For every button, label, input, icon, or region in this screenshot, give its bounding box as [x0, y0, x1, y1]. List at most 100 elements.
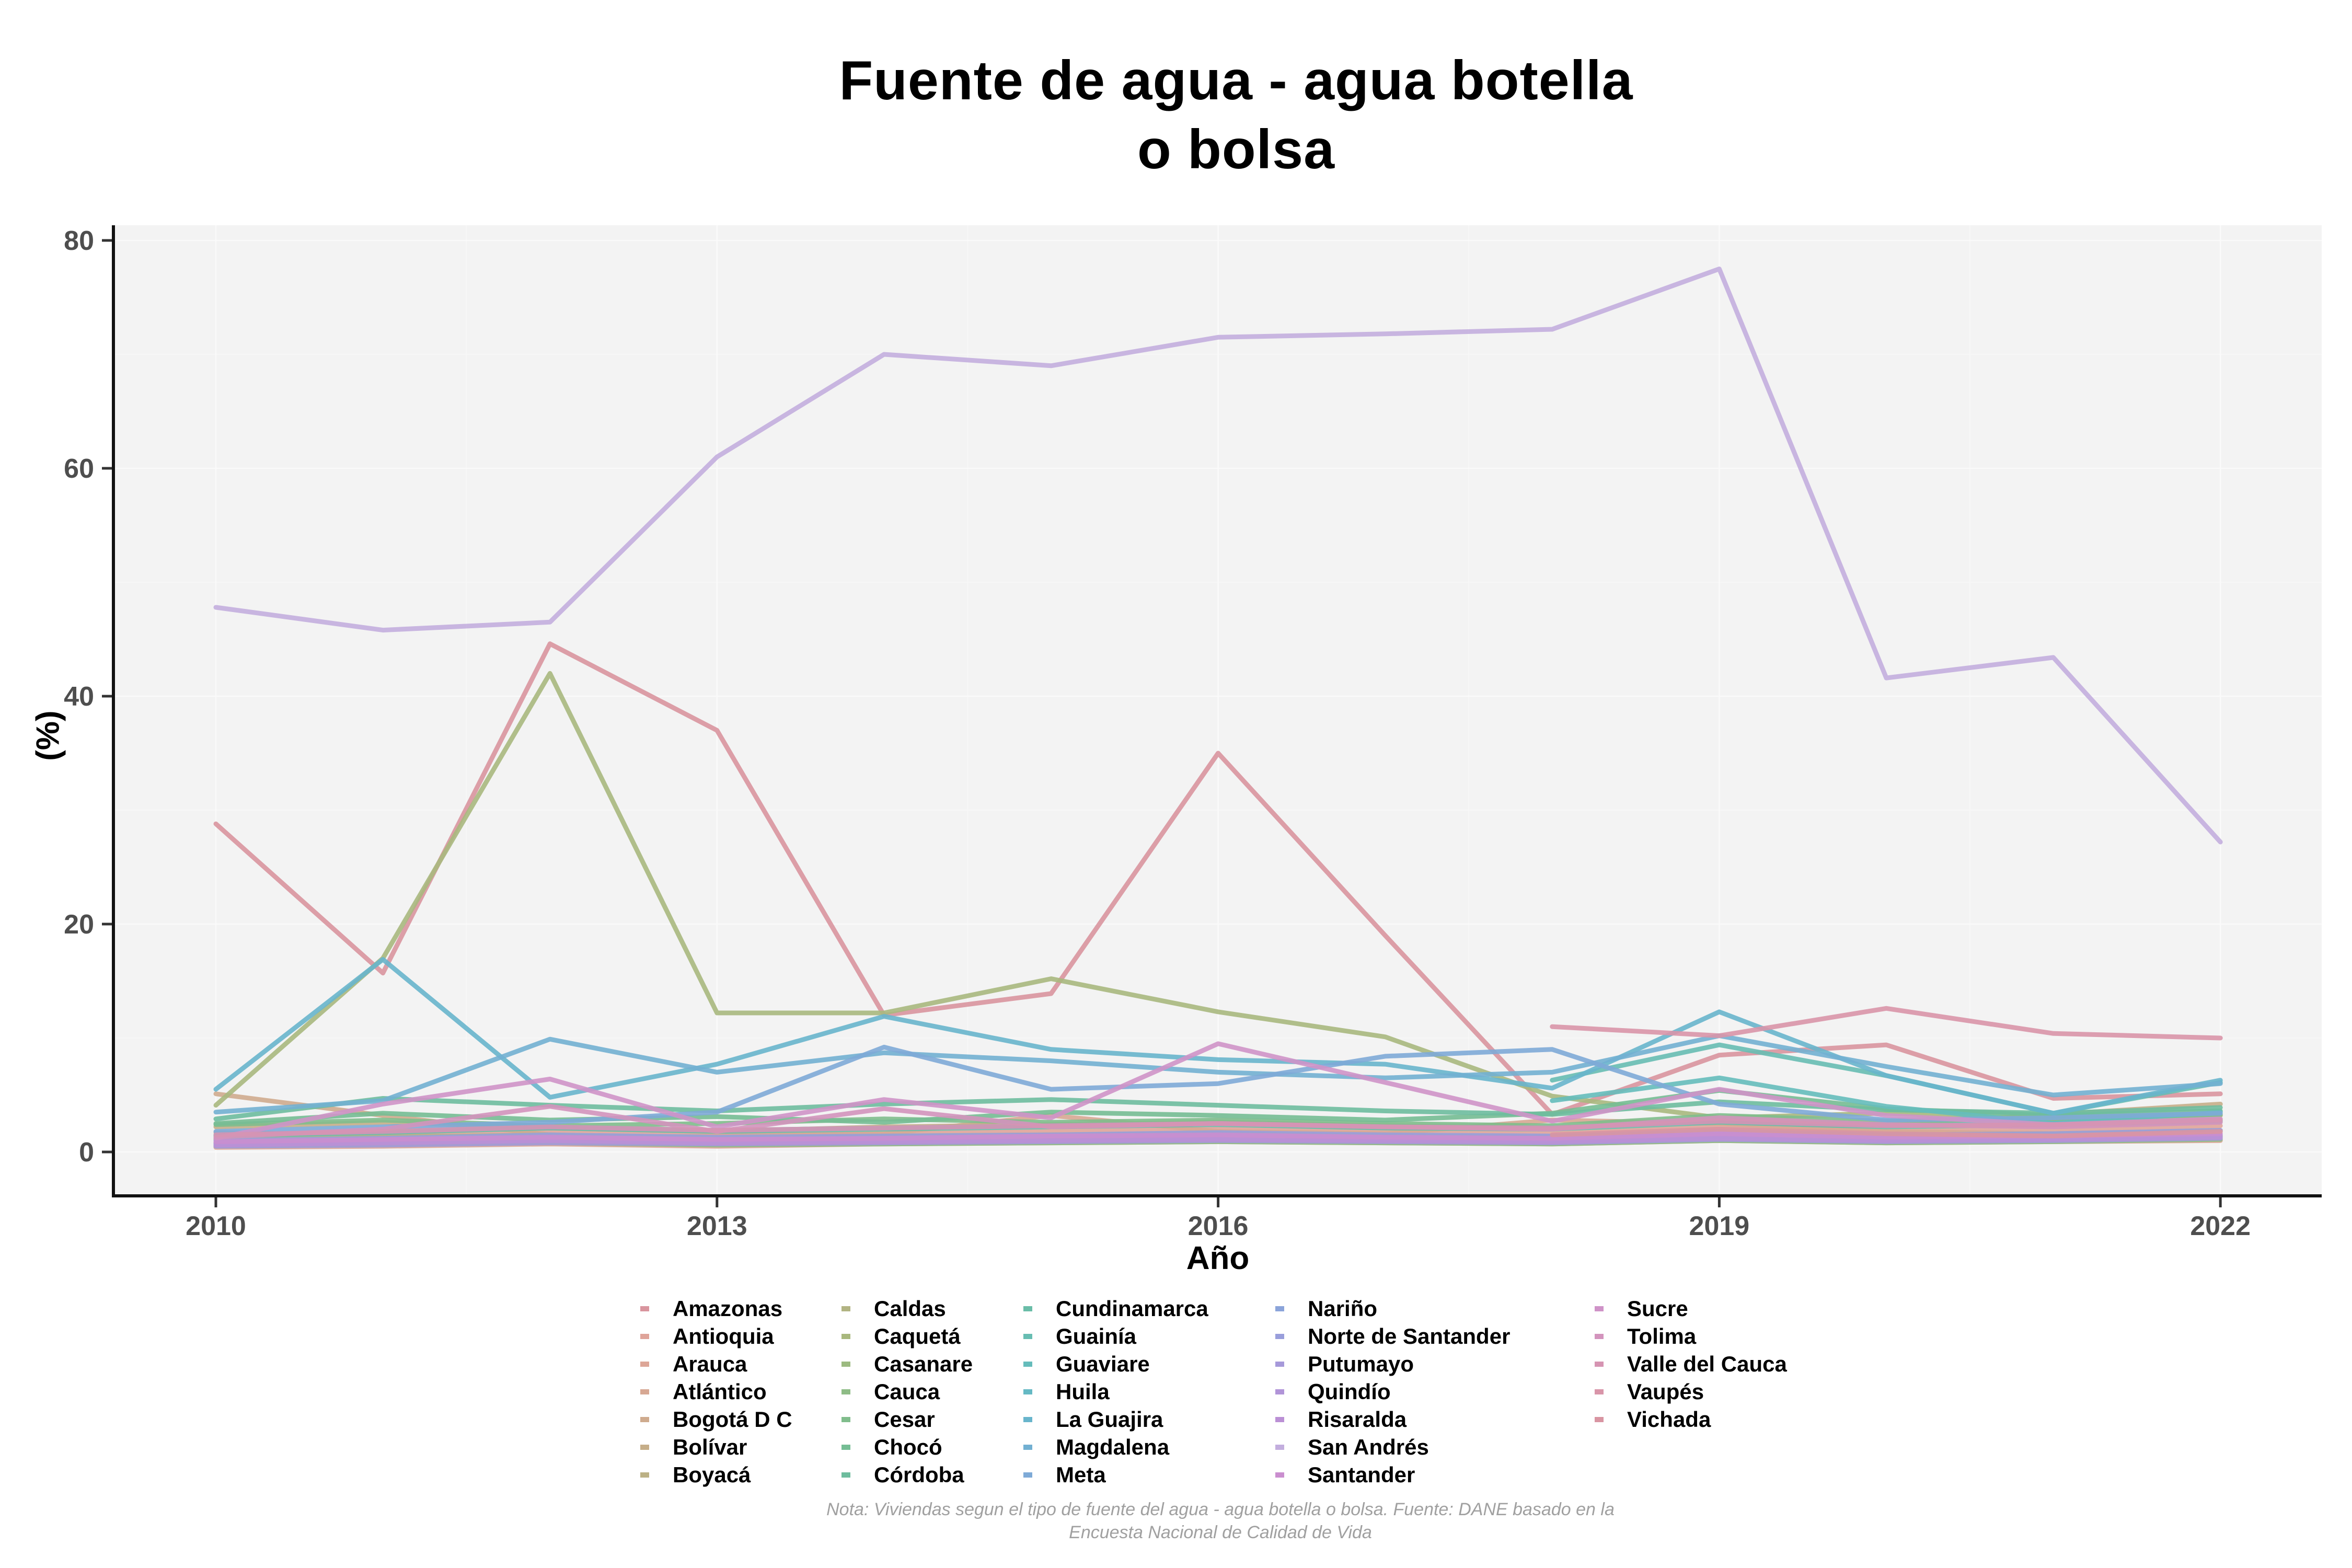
legend-column-4: Nariño Norte de Santander Putumayo Quindío R…	[1275, 1295, 1510, 1489]
legend-swatch-icon	[841, 1333, 850, 1339]
legend-label: Risaralda	[1308, 1406, 1407, 1432]
legend-swatch-icon	[1275, 1306, 1284, 1311]
series-line-vichada	[1550, 1126, 2223, 1138]
legend-label: Vichada	[1627, 1406, 1711, 1432]
legend-swatch-icon	[1023, 1361, 1032, 1367]
chart-title: Fuente de agua - agua botella o bolsa	[60, 46, 2352, 184]
series-line-la-guajira	[213, 957, 2223, 1116]
series-line-amazonas	[213, 641, 2223, 1117]
legend-item-valle-del-cauca: Valle del Cauca	[1595, 1350, 1787, 1378]
legend-column-5: Sucre Tolima Valle del Cauca Vaupés Vichada	[1595, 1295, 1787, 1433]
legend-label: Antioquia	[673, 1323, 774, 1348]
legend-label: Nariño	[1308, 1296, 1378, 1321]
legend-label: Santander	[1308, 1462, 1415, 1487]
legend-label: Guaviare	[1056, 1351, 1150, 1376]
legend-item-caquetá: Caquetá	[841, 1322, 973, 1350]
legend-item-vaupés: Vaupés	[1595, 1378, 1787, 1405]
legend-item-antioquia: Antioquia	[640, 1322, 792, 1350]
legend-label: Casanare	[874, 1351, 973, 1376]
x-tick-label: 2013	[687, 1211, 747, 1241]
legend-swatch-icon	[841, 1361, 850, 1367]
legend-label: Boyacá	[673, 1462, 751, 1487]
legend-item-cundinamarca: Cundinamarca	[1023, 1295, 1208, 1322]
legend-swatch-icon	[1023, 1444, 1032, 1450]
legend-label: Cundinamarca	[1056, 1296, 1208, 1321]
legend-item-bolívar: Bolívar	[640, 1433, 792, 1461]
series-line-san-andrés	[213, 267, 2223, 845]
legend-label: Norte de Santander	[1308, 1323, 1511, 1348]
legend-item-putumayo: Putumayo	[1275, 1350, 1510, 1378]
legend-item-córdoba: Córdoba	[841, 1461, 973, 1489]
legend-column-3: Cundinamarca Guainía Guaviare Huila La Guaji…	[1023, 1295, 1208, 1489]
legend-label: La Guajira	[1056, 1406, 1163, 1432]
legend-label: Quindío	[1308, 1379, 1391, 1404]
x-axis-title: Año	[1186, 1240, 1250, 1276]
x-tick-label: 2010	[186, 1211, 246, 1241]
legend-swatch-icon	[841, 1306, 850, 1311]
x-tick-label: 2019	[1689, 1211, 1750, 1241]
y-tick-label: 0	[79, 1137, 94, 1168]
legend-swatch-icon	[640, 1333, 649, 1339]
legend-swatch-icon	[1023, 1306, 1032, 1311]
legend-item-quindío: Quindío	[1275, 1378, 1510, 1405]
legend-item-sucre: Sucre	[1595, 1295, 1787, 1322]
y-tick-label: 40	[64, 682, 94, 712]
legend-swatch-icon	[640, 1306, 649, 1311]
legend-label: Sucre	[1627, 1296, 1688, 1321]
legend-label: Cesar	[874, 1406, 935, 1432]
legend-swatch-icon	[640, 1361, 649, 1367]
legend-item-magdalena: Magdalena	[1023, 1433, 1208, 1461]
series-line-magdalena	[213, 1033, 2223, 1115]
legend-column-1: Amazonas Antioquia Arauca Atlántico Bogotá D…	[640, 1295, 792, 1489]
legend-swatch-icon	[640, 1416, 649, 1422]
x-tick-label: 2022	[2190, 1211, 2251, 1241]
legend-swatch-icon	[640, 1444, 649, 1450]
y-tick-label: 80	[64, 226, 94, 256]
legend-item-guainía: Guainía	[1023, 1322, 1208, 1350]
legend-swatch-icon	[1595, 1361, 1604, 1367]
legend-label: Caldas	[874, 1296, 946, 1321]
legend-label: Tolima	[1627, 1323, 1697, 1348]
series-line-santander	[213, 1131, 2223, 1144]
legend-label: Putumayo	[1308, 1351, 1414, 1376]
legend-swatch-icon	[1275, 1361, 1284, 1367]
footnote-line1: Nota: Viviendas segun el tipo de fuente …	[826, 1500, 1615, 1519]
legend-label: Caquetá	[874, 1323, 961, 1348]
legend-swatch-icon	[640, 1472, 649, 1478]
legend-swatch-icon	[841, 1444, 850, 1450]
legend-item-guaviare: Guaviare	[1023, 1350, 1208, 1378]
series-line-meta	[213, 1044, 2223, 1134]
legend-swatch-icon	[1595, 1416, 1604, 1422]
legend-column-2: Caldas Caquetá Casanare Cauca Cesar Chocó Córd…	[841, 1295, 973, 1489]
footnote: Nota: Viviendas segun el tipo de fuente …	[44, 1498, 2352, 1544]
legend-label: Huila	[1056, 1379, 1110, 1404]
legend-label: Vaupés	[1627, 1379, 1704, 1404]
legend-item-vichada: Vichada	[1595, 1405, 1787, 1433]
legend-item-huila: Huila	[1023, 1378, 1208, 1405]
legend: Amazonas Antioquia Arauca Atlántico Bogotá D…	[0, 1295, 2352, 1493]
chart-title-line1: Fuente de agua - agua botella	[839, 50, 1633, 111]
legend-swatch-icon	[1275, 1389, 1284, 1394]
legend-label: Cauca	[874, 1379, 940, 1404]
legend-swatch-icon	[841, 1472, 850, 1478]
legend-item-atlántico: Atlántico	[640, 1378, 792, 1405]
legend-swatch-icon	[1595, 1333, 1604, 1339]
legend-item-tolima: Tolima	[1595, 1322, 1787, 1350]
series-line-valle-del-cauca	[213, 1117, 2223, 1137]
legend-swatch-icon	[1275, 1333, 1284, 1339]
legend-item-caldas: Caldas	[841, 1295, 973, 1322]
legend-swatch-icon	[1275, 1444, 1284, 1450]
legend-swatch-icon	[1023, 1333, 1032, 1339]
legend-label: San Andrés	[1308, 1434, 1429, 1459]
legend-label: Amazonas	[673, 1296, 783, 1321]
legend-label: Valle del Cauca	[1627, 1351, 1787, 1376]
x-tick-label: 2016	[1188, 1211, 1249, 1241]
y-tick-label: 60	[64, 454, 94, 484]
legend-item-meta: Meta	[1023, 1461, 1208, 1489]
legend-swatch-icon	[841, 1416, 850, 1422]
legend-label: Guainía	[1056, 1323, 1137, 1348]
legend-item-amazonas: Amazonas	[640, 1295, 792, 1322]
legend-item-boyacá: Boyacá	[640, 1461, 792, 1489]
legend-label: Bogotá D C	[673, 1406, 792, 1432]
